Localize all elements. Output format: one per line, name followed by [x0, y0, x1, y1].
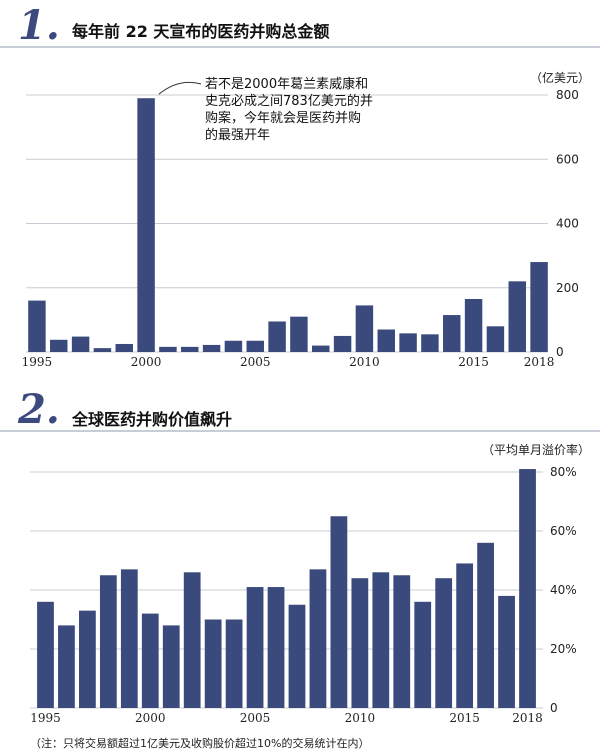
bar-2004 [225, 619, 243, 708]
bar-2013 [421, 334, 439, 352]
bar-2013 [414, 601, 432, 708]
bar-2016 [477, 542, 494, 708]
bar-2008 [309, 569, 327, 708]
bar-1999 [120, 569, 138, 708]
bar-1997 [71, 336, 90, 352]
bar-2016 [486, 326, 505, 352]
bar-2007 [290, 316, 308, 352]
bar-2015 [464, 298, 483, 352]
bar-2004 [224, 340, 243, 352]
y-tick-label: 200 [556, 281, 579, 295]
bar-2010 [355, 305, 374, 352]
y-tick-label: 800 [556, 88, 579, 102]
bar-2002 [183, 572, 201, 708]
bar-2003 [202, 344, 221, 352]
section1-number: 1. [18, 2, 60, 49]
chart1-svg: 0 200 400 600 800 （亿美元） 1995 2000 2005 2010 2015 20… [22, 70, 590, 369]
x-tick-label: 2010 [345, 711, 376, 725]
y-axis-unit-label: （亿美元） [530, 70, 590, 85]
bar-1996 [50, 339, 68, 352]
section2-header: 2. 全球医药并购价值飙升 [0, 384, 600, 430]
section1-divider [0, 46, 600, 48]
y-tick-label: 400 [556, 217, 579, 231]
y-tick-label: 0 [556, 345, 564, 359]
bar-2011 [372, 572, 390, 708]
bar-1996 [58, 625, 75, 708]
bar-1997 [79, 610, 96, 708]
bar-2007 [288, 604, 306, 708]
bar-2001 [159, 346, 177, 352]
annotation-text: 的最强开年 [205, 127, 270, 143]
bar-2014 [443, 315, 461, 352]
annotation-text: 若不是2000年葛兰素威康和 [205, 76, 368, 92]
bar-2006 [267, 587, 285, 708]
x-tick-label: 1995 [22, 355, 53, 369]
bar-2014 [435, 578, 453, 708]
bar-1995 [28, 300, 46, 352]
y-tick-label: 600 [556, 152, 579, 166]
bar-2008 [312, 345, 330, 352]
y-tick-label: 80% [550, 465, 577, 479]
annotation-text: 购案，今年就会是医药并购 [205, 110, 361, 126]
section2-number: 2. [18, 386, 60, 433]
bar-2015 [456, 563, 474, 708]
chart2-svg: 0 20% 40% 60% 80% （平均单月溢价率） 1995 2000 2005 2010 20… [30, 442, 590, 725]
bar-2003 [204, 619, 222, 708]
bar-2006 [268, 321, 286, 352]
section2-title: 全球医药并购价值飙升 [72, 410, 233, 429]
y-tick-label: 40% [550, 583, 577, 597]
bar-2012 [393, 575, 411, 708]
bar-2005 [246, 587, 264, 708]
x-tick-label: 2010 [349, 355, 380, 369]
bar-2017 [498, 595, 515, 708]
x-tick-label: 2005 [240, 355, 271, 369]
x-tick-label: 1995 [30, 711, 61, 725]
bar-1998 [93, 348, 112, 352]
y-tick-label: 20% [550, 642, 577, 656]
annotation-text: 史克必成之间783亿美元的并 [205, 93, 373, 109]
x-tick-label: 2015 [458, 355, 489, 369]
bar-2010 [351, 578, 369, 708]
bar-2005 [246, 340, 264, 352]
section2-divider [0, 430, 600, 432]
bar-2002 [181, 346, 199, 352]
bar-2000 [137, 98, 155, 353]
annotation-arrow [158, 81, 202, 95]
bar-1998 [99, 575, 117, 708]
x-tick-label: 2000 [131, 355, 162, 369]
bar-2009 [333, 335, 352, 352]
x-tick-label: 2000 [135, 711, 166, 725]
y-tick-label: 0 [550, 701, 558, 715]
bar-1999 [115, 343, 133, 352]
y-tick-label: 60% [550, 524, 577, 538]
x-tick-label: 2018 [524, 355, 555, 369]
x-tick-label: 2018 [512, 711, 543, 725]
bar-2001 [162, 625, 180, 708]
footnote: （注：只将交易额超过1亿美元及收购股价超过10%的交易统计在内） [30, 737, 370, 750]
bar-1995 [37, 601, 54, 708]
section1-title: 每年前 22 天宣布的医药并购总金额 [72, 22, 330, 41]
bar-2009 [330, 516, 348, 708]
bar-2012 [399, 333, 417, 352]
bar-2000 [141, 613, 159, 708]
x-tick-label: 2015 [449, 711, 480, 725]
bar-2017 [508, 281, 526, 352]
section1-header: 1. 每年前 22 天宣布的医药并购总金额 [0, 0, 600, 46]
bar-2011 [377, 329, 395, 352]
x-tick-label: 2005 [240, 711, 271, 725]
bar-2018 [519, 469, 536, 708]
y-axis-unit-label: （平均单月溢价率） [482, 442, 590, 457]
bar-2018 [530, 262, 548, 352]
